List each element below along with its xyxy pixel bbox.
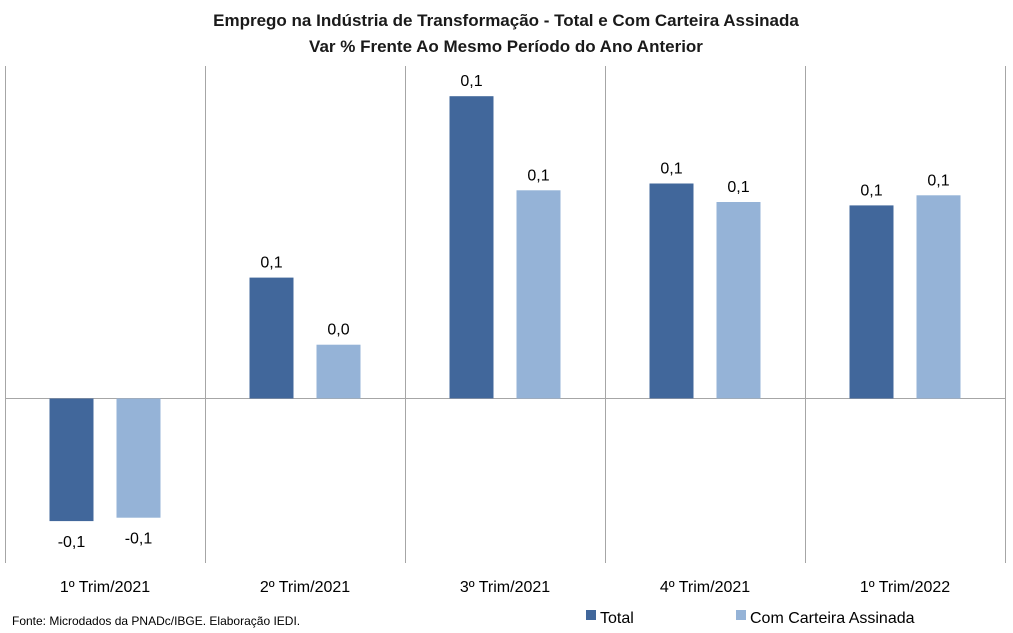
data-label: 0,1 — [660, 161, 682, 178]
category-label: 4º Trim/2021 — [660, 579, 750, 596]
bar-total-4 — [849, 205, 894, 399]
chart-subtitle: Var % Frente Ao Mesmo Período do Ano Ant… — [309, 37, 703, 56]
bar-com-carteira-2 — [516, 190, 561, 399]
category-label: 1º Trim/2022 — [860, 579, 950, 596]
legend-swatch — [736, 610, 746, 620]
data-label: 0,1 — [460, 73, 482, 90]
data-label: -0,1 — [125, 531, 153, 548]
data-label: -0,1 — [58, 534, 86, 551]
category-label: 1º Trim/2021 — [60, 579, 150, 596]
legend-label: Total — [600, 610, 634, 627]
bar-total-3 — [649, 183, 694, 399]
data-label: 0,1 — [260, 255, 282, 272]
legend-swatch — [586, 610, 596, 620]
bar-total-0 — [49, 398, 94, 522]
data-label: 0,1 — [927, 172, 949, 189]
bar-com-carteira-0 — [116, 398, 161, 518]
data-label: 0,1 — [860, 182, 882, 199]
chart-title: Emprego na Indústria de Transformação - … — [213, 11, 799, 30]
plot-area: -0,1 -0,1 1º Trim/2021 0,1 0,0 2º Trim/2021 0,… — [5, 66, 1006, 596]
category-label: 2º Trim/2021 — [260, 579, 350, 596]
bar-com-carteira-1 — [316, 344, 361, 399]
legend: Total Com Carteira Assinada — [586, 610, 915, 627]
source-note: Fonte: Microdados da PNADc/IBGE. Elabora… — [12, 614, 300, 628]
data-label: 0,1 — [527, 167, 549, 184]
bar-com-carteira-3 — [716, 202, 761, 399]
bar-total-2 — [449, 96, 494, 399]
data-label: 0,1 — [727, 179, 749, 196]
legend-label: Com Carteira Assinada — [750, 610, 915, 627]
bar-com-carteira-4 — [916, 195, 961, 399]
category-label: 3º Trim/2021 — [460, 579, 550, 596]
data-label: 0,0 — [327, 322, 349, 339]
bar-total-1 — [249, 277, 294, 399]
